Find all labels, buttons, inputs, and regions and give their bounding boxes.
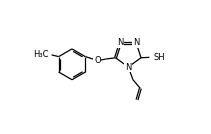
Text: H₃C: H₃C xyxy=(33,50,49,59)
Text: N: N xyxy=(125,62,131,72)
Text: N: N xyxy=(117,38,124,47)
Text: N: N xyxy=(133,38,139,47)
Text: O: O xyxy=(94,56,101,65)
Text: SH: SH xyxy=(153,53,165,62)
